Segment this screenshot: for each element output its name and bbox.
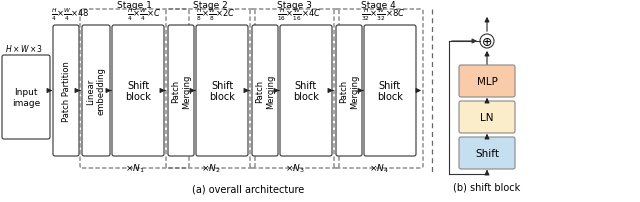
FancyBboxPatch shape (112, 26, 164, 156)
FancyBboxPatch shape (168, 26, 194, 156)
Text: Patch
Merging: Patch Merging (339, 74, 358, 108)
FancyBboxPatch shape (53, 26, 79, 156)
Text: $\times N_3$: $\times N_3$ (285, 162, 305, 175)
FancyBboxPatch shape (336, 26, 362, 156)
Text: $\times N_4$: $\times N_4$ (369, 162, 388, 175)
FancyBboxPatch shape (280, 26, 332, 156)
FancyBboxPatch shape (364, 26, 416, 156)
Text: $\frac{H}{32}{\times}\frac{W}{32}{\times}8C$: $\frac{H}{32}{\times}\frac{W}{32}{\times… (362, 7, 406, 23)
Text: Patch
Merging: Patch Merging (172, 74, 191, 108)
Text: Shift
block: Shift block (293, 80, 319, 102)
Text: LN: LN (480, 113, 493, 122)
FancyBboxPatch shape (196, 26, 248, 156)
Text: Patch
Merging: Patch Merging (255, 74, 275, 108)
Text: Stage 4: Stage 4 (361, 1, 396, 10)
Text: Shift: Shift (475, 148, 499, 158)
Text: Stage 3: Stage 3 (277, 1, 312, 10)
FancyBboxPatch shape (2, 56, 50, 139)
Text: Shift
block: Shift block (125, 80, 151, 102)
Text: Input
image: Input image (12, 88, 40, 107)
FancyBboxPatch shape (459, 66, 515, 98)
Text: Shift
block: Shift block (377, 80, 403, 102)
Text: Stage 2: Stage 2 (193, 1, 228, 10)
Text: (b) shift block: (b) shift block (453, 182, 520, 192)
FancyBboxPatch shape (459, 137, 515, 169)
Text: Patch Partition: Patch Partition (61, 61, 70, 121)
Circle shape (480, 35, 494, 49)
Text: (a) overall architecture: (a) overall architecture (192, 184, 304, 194)
Text: $\oplus$: $\oplus$ (481, 35, 493, 48)
FancyBboxPatch shape (459, 101, 515, 133)
Text: $\frac{H}{4}{\times}\frac{W}{4}{\times}48$: $\frac{H}{4}{\times}\frac{W}{4}{\times}4… (51, 7, 89, 23)
Text: Linear
embedding: Linear embedding (86, 67, 106, 115)
Text: Stage 1: Stage 1 (117, 1, 152, 10)
FancyBboxPatch shape (252, 26, 278, 156)
Text: $\frac{H}{16}{\times}\frac{W}{16}{\times}4C$: $\frac{H}{16}{\times}\frac{W}{16}{\times… (277, 7, 321, 23)
Text: $H \times W \times 3$: $H \times W \times 3$ (5, 42, 44, 53)
Text: $\frac{H}{8}{\times}\frac{W}{8}{\times}2C$: $\frac{H}{8}{\times}\frac{W}{8}{\times}2… (196, 7, 236, 23)
Text: $\times N_1$: $\times N_1$ (125, 162, 145, 175)
Text: $\times N_2$: $\times N_2$ (201, 162, 220, 175)
Text: $\frac{H}{4}{\times}\frac{W}{4}{\times}C$: $\frac{H}{4}{\times}\frac{W}{4}{\times}C… (127, 7, 161, 23)
Text: Shift
block: Shift block (209, 80, 235, 102)
FancyBboxPatch shape (82, 26, 110, 156)
Text: MLP: MLP (477, 77, 497, 87)
